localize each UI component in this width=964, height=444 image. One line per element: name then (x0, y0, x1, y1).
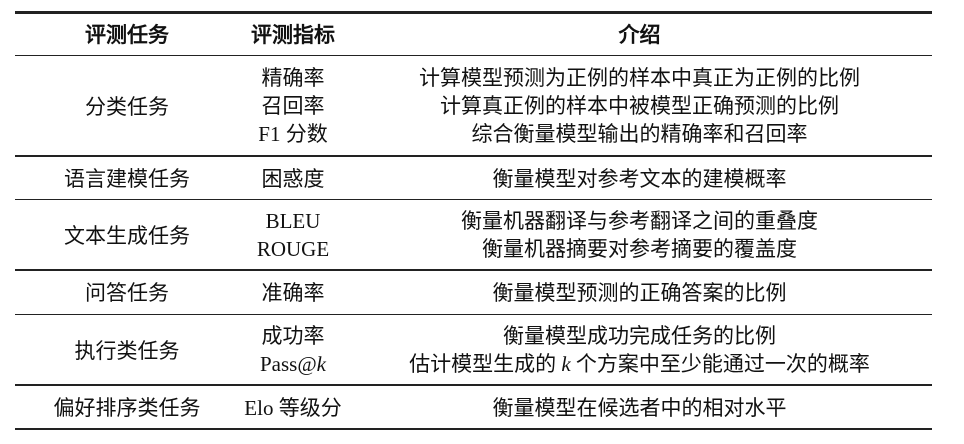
metric-cell: 成功率 Pass@k (239, 322, 347, 378)
intro: 衡量机器摘要对参考摘要的覆盖度 (482, 236, 797, 261)
metric: 召回率 (261, 93, 325, 118)
header-metric: 评测指标 (251, 23, 335, 47)
intro: 综合衡量模型输出的精确率和召回率 (471, 121, 808, 146)
table-row: 语言建模任务 困惑度 衡量模型对参考文本的建模概率 (15, 157, 932, 199)
top-rule (15, 11, 932, 14)
intro: 计算真正例的样本中被模型正确预测的比例 (440, 93, 839, 118)
intro-cell: 衡量模型预测的正确答案的比例 (492, 281, 787, 305)
metric: BLEU (265, 208, 321, 233)
task-cell: 分类任务 (85, 94, 169, 119)
intro: 衡量机器翻译与参考翻译之间的重叠度 (461, 208, 818, 233)
intro-cell: 衡量模型对参考文本的建模概率 (492, 166, 787, 191)
metric-pass-at-k: Pass@k (239, 350, 347, 378)
metric-cell: 困惑度 (261, 166, 325, 191)
evaluation-metrics-table: 评测任务 评测指标 介绍 分类任务 精确率 召回率 F1 分数 计算模型预测为正… (15, 11, 932, 430)
task-cell: 语言建模任务 (64, 166, 190, 191)
intro-pass-at-k: 估计模型生成的 k 个方案中至少能通过一次的概率 (347, 350, 932, 378)
table-row: 问答任务 准确率 衡量模型预测的正确答案的比例 (15, 271, 932, 314)
table-row: 分类任务 精确率 召回率 F1 分数 计算模型预测为正例的样本中真正为正例的比例… (15, 56, 932, 155)
intro: 衡量模型成功完成任务的比例 (503, 323, 776, 348)
metric-variable: k (316, 351, 326, 376)
metric: ROUGE (256, 236, 330, 261)
row-rule (15, 384, 932, 386)
intro-cell: 衡量模型成功完成任务的比例 估计模型生成的 k 个方案中至少能通过一次的概率 (347, 322, 932, 378)
header-intro: 介绍 (618, 23, 661, 47)
header-task: 评测任务 (85, 23, 169, 47)
intro-variable: k (561, 351, 571, 376)
row-rule (15, 313, 932, 315)
task-cell: 执行类任务 (74, 338, 180, 363)
intro-cell: 衡量机器翻译与参考翻译之间的重叠度 衡量机器摘要对参考摘要的覆盖度 (347, 207, 932, 263)
header-rule (15, 54, 932, 56)
metric-cell: 准确率 (261, 281, 325, 305)
intro-part: 个方案中至少能通过一次的概率 (570, 351, 870, 376)
metric-cell: 精确率 召回率 F1 分数 (239, 64, 347, 148)
row-rule (15, 269, 932, 271)
metric: 精确率 (261, 65, 325, 90)
intro-cell: 衡量模型在候选者中的相对水平 (492, 395, 787, 420)
row-rule (15, 155, 932, 157)
task-cell: 问答任务 (85, 281, 169, 305)
row-rule (15, 198, 932, 200)
table-row: 偏好排序类任务 Elo 等级分 衡量模型在候选者中的相对水平 (15, 386, 932, 428)
metric-prefix: Pass@ (259, 351, 317, 376)
table-row: 文本生成任务 BLEU ROUGE 衡量机器翻译与参考翻译之间的重叠度 衡量机器… (15, 200, 932, 269)
metric: 成功率 (261, 323, 325, 348)
intro-part: 估计模型生成的 (409, 351, 562, 376)
bottom-rule (15, 427, 932, 430)
intro: 计算模型预测为正例的样本中真正为正例的比例 (419, 65, 860, 90)
header-row: 评测任务 评测指标 介绍 (15, 14, 932, 55)
metric-cell: BLEU ROUGE (239, 207, 347, 263)
task-cell: 文本生成任务 (64, 223, 190, 248)
intro-cell: 计算模型预测为正例的样本中真正为正例的比例 计算真正例的样本中被模型正确预测的比… (347, 64, 932, 148)
metric: F1 分数 (258, 121, 328, 146)
task-cell: 偏好排序类任务 (53, 395, 201, 420)
table-row: 执行类任务 成功率 Pass@k 衡量模型成功完成任务的比例 估计模型生成的 k… (15, 315, 932, 384)
metric-cell: Elo 等级分 (244, 395, 342, 420)
